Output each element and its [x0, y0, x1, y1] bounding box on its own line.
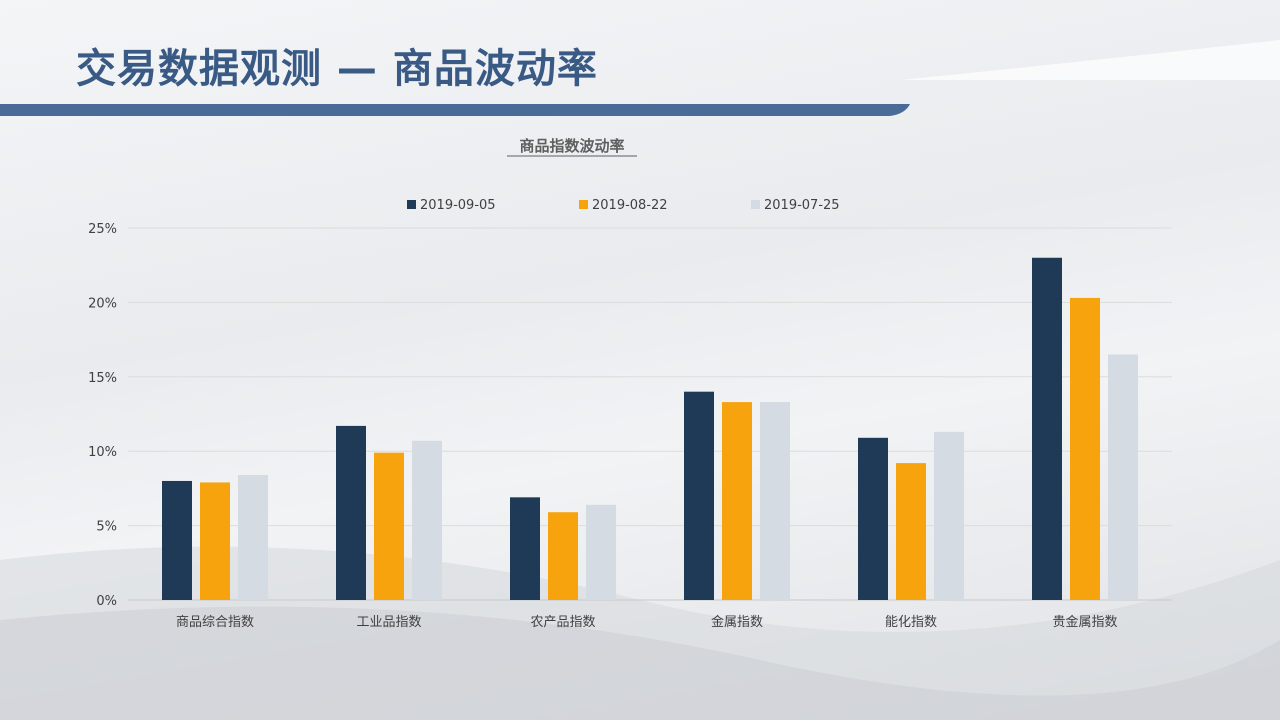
- bar-series: [162, 257, 1138, 600]
- title-underline-bar: [0, 104, 910, 116]
- bar: [374, 452, 404, 600]
- x-tick-label: 能化指数: [885, 615, 937, 630]
- bar: [760, 402, 790, 600]
- y-axis-ticks: 0% 5% 10% 15% 20% 25%: [88, 222, 117, 609]
- bar: [722, 402, 752, 600]
- y-tick-label: 25%: [88, 222, 117, 237]
- bar: [1032, 257, 1062, 600]
- grid-lines: [128, 227, 1172, 601]
- bar: [336, 425, 366, 600]
- legend-swatch: [579, 200, 588, 209]
- bar: [1108, 354, 1138, 600]
- bar: [934, 431, 964, 600]
- bar: [412, 440, 442, 600]
- y-tick-label: 10%: [88, 445, 117, 460]
- legend-label: 2019-08-22: [592, 198, 668, 213]
- bar: [238, 475, 268, 600]
- x-tick-label: 金属指数: [711, 614, 763, 630]
- y-tick-label: 0%: [96, 594, 117, 609]
- bar: [684, 391, 714, 600]
- bar: [896, 463, 926, 600]
- legend-label: 2019-09-05: [420, 198, 496, 213]
- legend-swatch: [407, 200, 416, 209]
- x-tick-label: 农产品指数: [530, 615, 595, 630]
- bar: [1070, 297, 1100, 600]
- bar: [200, 482, 230, 600]
- x-axis-ticks: 商品综合指数 工业品指数 农产品指数 金属指数 能化指数 贵金属指数: [176, 614, 1118, 630]
- y-tick-label: 5%: [96, 520, 117, 535]
- y-tick-label: 20%: [88, 296, 117, 311]
- bar: [162, 480, 192, 600]
- bar: [548, 512, 578, 600]
- legend: 2019-09-05 2019-08-22 2019-07-25: [407, 198, 840, 213]
- bar: [510, 497, 540, 600]
- bar: [586, 504, 616, 600]
- y-tick-label: 15%: [88, 371, 117, 386]
- legend-swatch: [751, 200, 760, 209]
- x-tick-label: 贵金属指数: [1052, 614, 1117, 630]
- legend-label: 2019-07-25: [764, 198, 840, 213]
- chart-title: 商品指数波动率: [519, 137, 624, 155]
- x-tick-label: 商品综合指数: [176, 615, 254, 630]
- x-tick-label: 工业品指数: [356, 615, 421, 630]
- bar: [858, 437, 888, 600]
- page-title: 交易数据观测 — 商品波动率: [76, 46, 598, 92]
